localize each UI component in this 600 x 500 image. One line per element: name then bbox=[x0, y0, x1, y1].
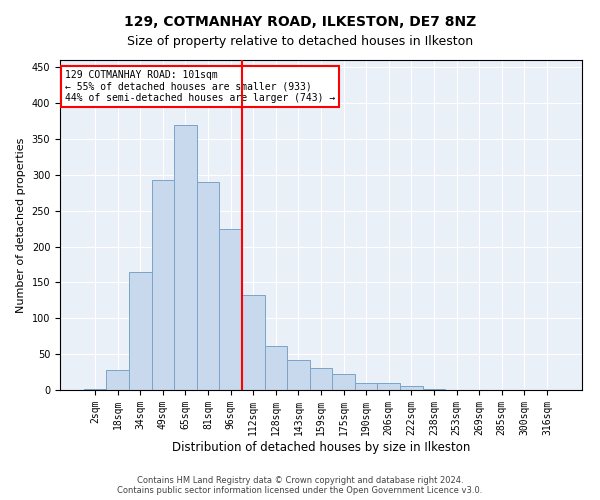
Bar bbox=[355, 383, 377, 390]
Bar bbox=[422, 388, 445, 390]
Bar bbox=[129, 272, 152, 390]
Bar bbox=[310, 368, 332, 390]
Y-axis label: Number of detached properties: Number of detached properties bbox=[16, 138, 26, 312]
Text: Contains HM Land Registry data © Crown copyright and database right 2024.
Contai: Contains HM Land Registry data © Crown c… bbox=[118, 476, 482, 495]
Bar bbox=[106, 370, 129, 390]
Bar bbox=[174, 124, 197, 390]
Bar bbox=[152, 180, 174, 390]
Text: 129 COTMANHAY ROAD: 101sqm
← 55% of detached houses are smaller (933)
44% of sem: 129 COTMANHAY ROAD: 101sqm ← 55% of deta… bbox=[65, 70, 335, 103]
Bar bbox=[400, 386, 422, 390]
X-axis label: Distribution of detached houses by size in Ilkeston: Distribution of detached houses by size … bbox=[172, 440, 470, 454]
Bar bbox=[287, 360, 310, 390]
Bar bbox=[242, 294, 265, 390]
Text: 129, COTMANHAY ROAD, ILKESTON, DE7 8NZ: 129, COTMANHAY ROAD, ILKESTON, DE7 8NZ bbox=[124, 15, 476, 29]
Bar bbox=[84, 388, 106, 390]
Bar bbox=[220, 228, 242, 390]
Text: Size of property relative to detached houses in Ilkeston: Size of property relative to detached ho… bbox=[127, 35, 473, 48]
Bar bbox=[197, 182, 220, 390]
Bar bbox=[332, 374, 355, 390]
Bar bbox=[377, 383, 400, 390]
Bar bbox=[265, 346, 287, 390]
